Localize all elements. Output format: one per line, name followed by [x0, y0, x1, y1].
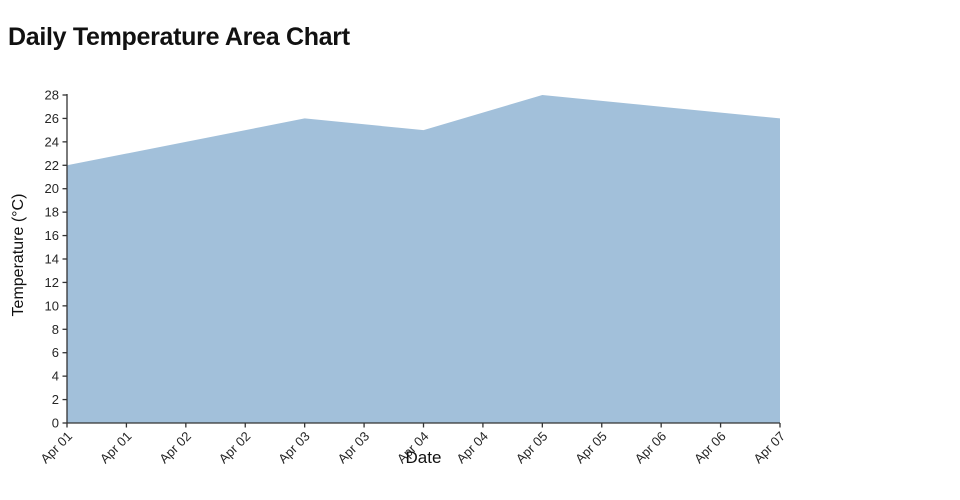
x-tick-label: Apr 02	[156, 429, 194, 467]
y-tick-label: 12	[45, 275, 59, 290]
x-tick-label: Apr 06	[632, 429, 670, 467]
y-tick-label: 14	[45, 252, 59, 267]
y-tick-label: 4	[52, 369, 59, 384]
x-tick-label: Apr 02	[216, 429, 254, 467]
y-tick-label: 6	[52, 345, 59, 360]
y-tick-label: 22	[45, 158, 59, 173]
y-tick-label: 8	[52, 322, 59, 337]
x-axis-label: Date	[406, 448, 442, 467]
x-tick-label: Apr 05	[572, 429, 610, 467]
x-tick-label: Apr 06	[691, 429, 729, 467]
temperature-area-fill	[67, 95, 780, 423]
y-tick-label: 16	[45, 228, 59, 243]
x-tick-label: Apr 01	[97, 429, 135, 467]
y-tick-label: 26	[45, 111, 59, 126]
x-tick-label: Apr 03	[335, 429, 373, 467]
x-tick-label: Apr 05	[513, 429, 551, 467]
y-tick-label: 2	[52, 392, 59, 407]
y-tick-label: 10	[45, 298, 59, 313]
x-tick-label: Apr 04	[453, 429, 491, 467]
y-axis-label: Temperature (°C)	[10, 194, 27, 317]
y-tick-label: 24	[45, 134, 59, 149]
chart-title: Daily Temperature Area Chart	[8, 23, 350, 51]
x-tick-label: Apr 07	[750, 429, 788, 467]
y-tick-label: 0	[52, 416, 59, 431]
x-tick-label: Apr 03	[275, 429, 313, 467]
y-tick-label: 28	[45, 88, 59, 103]
x-tick-label: Apr 01	[37, 429, 75, 467]
y-tick-label: 20	[45, 181, 59, 196]
y-tick-label: 18	[45, 205, 59, 220]
